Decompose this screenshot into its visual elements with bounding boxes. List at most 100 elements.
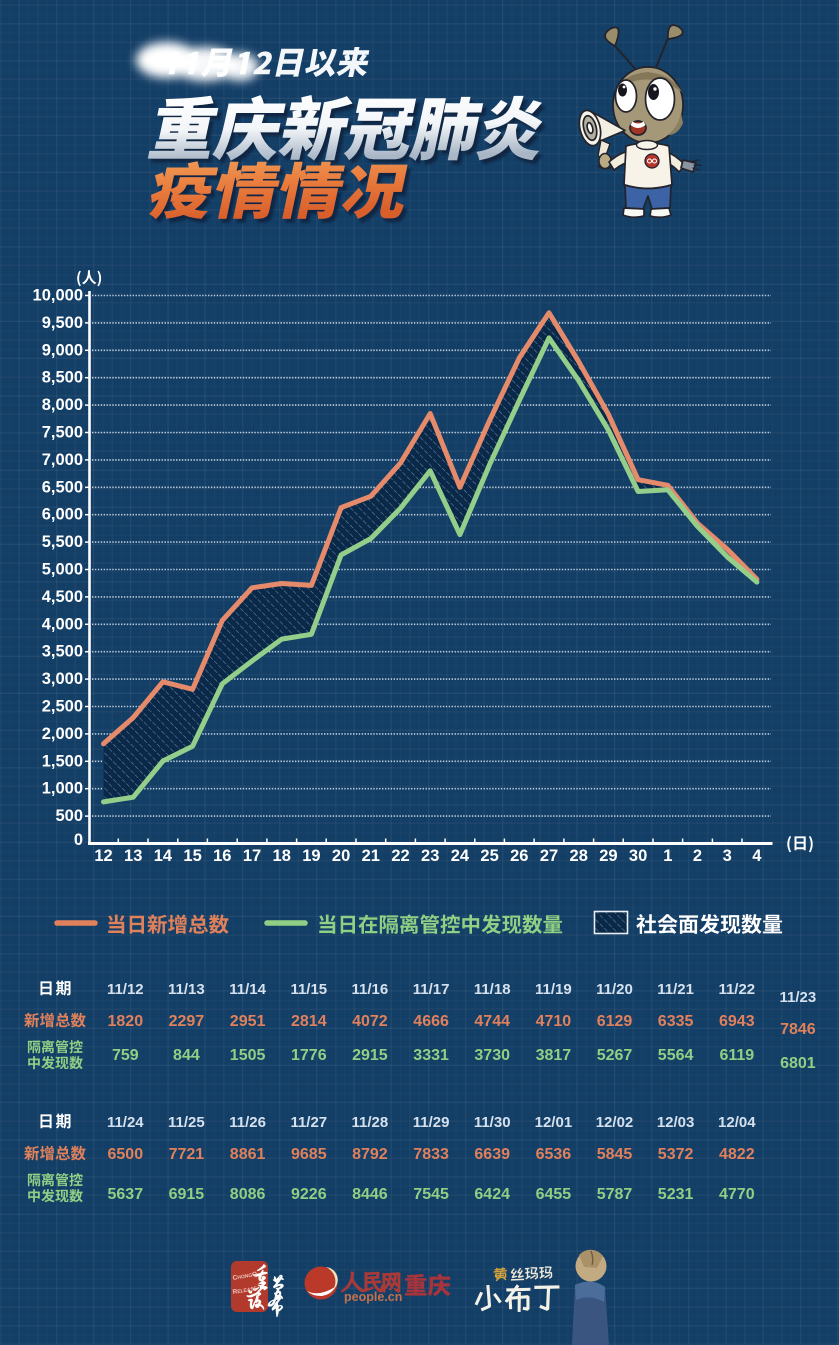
svg-text:11/29: 11/29 bbox=[413, 1114, 450, 1131]
svg-text:7833: 7833 bbox=[413, 1146, 449, 1163]
svg-text:1,500: 1,500 bbox=[42, 752, 83, 770]
svg-text:11/16: 11/16 bbox=[352, 981, 389, 998]
svg-text:22: 22 bbox=[391, 847, 409, 865]
svg-text:8861: 8861 bbox=[230, 1146, 266, 1163]
svg-text:759: 759 bbox=[112, 1047, 139, 1064]
svg-text:11/21: 11/21 bbox=[657, 981, 694, 998]
svg-text:27: 27 bbox=[540, 847, 558, 865]
svg-text:28: 28 bbox=[570, 847, 588, 865]
svg-text:26: 26 bbox=[510, 847, 528, 865]
svg-text:6424: 6424 bbox=[474, 1186, 510, 1203]
svg-text:5,000: 5,000 bbox=[42, 561, 83, 579]
svg-text:RELEASE: RELEASE bbox=[232, 1285, 258, 1296]
svg-text:21: 21 bbox=[362, 847, 380, 865]
svg-text:8,000: 8,000 bbox=[42, 396, 83, 414]
svg-text:11/23: 11/23 bbox=[780, 989, 817, 1006]
svg-text:4744: 4744 bbox=[474, 1013, 510, 1030]
svg-text:5231: 5231 bbox=[658, 1186, 694, 1203]
svg-text:19: 19 bbox=[302, 847, 320, 865]
svg-text:6536: 6536 bbox=[536, 1146, 572, 1163]
svg-text:1505: 1505 bbox=[230, 1047, 266, 1064]
svg-text:7,000: 7,000 bbox=[42, 451, 83, 469]
svg-text:5564: 5564 bbox=[658, 1047, 694, 1064]
svg-text:4072: 4072 bbox=[352, 1013, 388, 1030]
svg-text:15: 15 bbox=[183, 847, 201, 865]
svg-text:12/02: 12/02 bbox=[596, 1114, 634, 1131]
svg-text:6943: 6943 bbox=[719, 1013, 755, 1030]
svg-text:10,000: 10,000 bbox=[33, 287, 83, 305]
svg-text:11/13: 11/13 bbox=[168, 981, 205, 998]
svg-text:8792: 8792 bbox=[352, 1146, 388, 1163]
svg-text:3,000: 3,000 bbox=[42, 670, 83, 688]
svg-text:2: 2 bbox=[693, 847, 702, 865]
svg-text:5372: 5372 bbox=[658, 1146, 694, 1163]
svg-text:18: 18 bbox=[273, 847, 291, 865]
svg-text:4666: 4666 bbox=[413, 1013, 449, 1030]
svg-text:4,000: 4,000 bbox=[42, 615, 83, 633]
svg-text:14: 14 bbox=[154, 847, 173, 865]
svg-text:6639: 6639 bbox=[474, 1146, 510, 1163]
svg-text:7721: 7721 bbox=[169, 1146, 205, 1163]
svg-text:29: 29 bbox=[599, 847, 617, 865]
svg-text:11/12: 11/12 bbox=[107, 981, 144, 998]
svg-text:30: 30 bbox=[629, 847, 647, 865]
svg-text:4: 4 bbox=[752, 847, 762, 865]
svg-text:1: 1 bbox=[663, 847, 672, 865]
svg-text:6500: 6500 bbox=[108, 1146, 144, 1163]
svg-text:6801: 6801 bbox=[780, 1055, 816, 1072]
svg-text:8,500: 8,500 bbox=[42, 369, 83, 387]
svg-text:6915: 6915 bbox=[169, 1186, 205, 1203]
svg-text:2,500: 2,500 bbox=[42, 698, 83, 716]
svg-text:5845: 5845 bbox=[597, 1146, 633, 1163]
svg-text:3817: 3817 bbox=[536, 1047, 572, 1064]
svg-text:6455: 6455 bbox=[536, 1186, 572, 1203]
svg-text:4770: 4770 bbox=[719, 1186, 755, 1203]
svg-text:11/27: 11/27 bbox=[290, 1114, 327, 1131]
svg-text:16: 16 bbox=[213, 847, 231, 865]
svg-text:6129: 6129 bbox=[597, 1013, 633, 1030]
svg-text:2297: 2297 bbox=[169, 1013, 205, 1030]
svg-text:9,500: 9,500 bbox=[42, 314, 83, 332]
svg-text:4,500: 4,500 bbox=[42, 588, 83, 606]
svg-text:7846: 7846 bbox=[780, 1021, 816, 1038]
svg-text:11/26: 11/26 bbox=[229, 1114, 266, 1131]
svg-text:5267: 5267 bbox=[597, 1047, 633, 1064]
svg-text:12/01: 12/01 bbox=[535, 1114, 573, 1131]
svg-text:11/19: 11/19 bbox=[535, 981, 572, 998]
svg-text:0: 0 bbox=[74, 831, 83, 849]
svg-text:7,500: 7,500 bbox=[42, 424, 83, 442]
svg-text:4822: 4822 bbox=[719, 1146, 755, 1163]
svg-text:11/15: 11/15 bbox=[290, 981, 327, 998]
svg-text:12: 12 bbox=[94, 847, 112, 865]
svg-text:6,000: 6,000 bbox=[42, 506, 83, 524]
svg-text:1,000: 1,000 bbox=[42, 780, 83, 798]
svg-text:9685: 9685 bbox=[291, 1146, 327, 1163]
svg-text:11/14: 11/14 bbox=[229, 981, 266, 998]
svg-text:7545: 7545 bbox=[413, 1186, 449, 1203]
svg-text:24: 24 bbox=[451, 847, 470, 865]
svg-text:500: 500 bbox=[55, 807, 83, 825]
svg-text:11/30: 11/30 bbox=[474, 1114, 511, 1131]
svg-text:12/03: 12/03 bbox=[657, 1114, 695, 1131]
svg-text:3730: 3730 bbox=[474, 1047, 510, 1064]
svg-text:13: 13 bbox=[124, 847, 142, 865]
svg-text:8446: 8446 bbox=[352, 1186, 388, 1203]
svg-text:25: 25 bbox=[480, 847, 498, 865]
svg-text:CHONGQ: CHONGQ bbox=[232, 1271, 258, 1282]
svg-text:3,500: 3,500 bbox=[42, 643, 83, 661]
svg-text:3331: 3331 bbox=[413, 1047, 449, 1064]
svg-text:11/17: 11/17 bbox=[413, 981, 450, 998]
svg-text:11/28: 11/28 bbox=[352, 1114, 389, 1131]
svg-text:6335: 6335 bbox=[658, 1013, 694, 1030]
svg-text:2814: 2814 bbox=[291, 1013, 327, 1030]
svg-text:1776: 1776 bbox=[291, 1047, 327, 1064]
svg-text:3: 3 bbox=[723, 847, 732, 865]
svg-text:23: 23 bbox=[421, 847, 439, 865]
svg-text:17: 17 bbox=[243, 847, 261, 865]
svg-text:2,000: 2,000 bbox=[42, 725, 83, 743]
svg-text:5787: 5787 bbox=[597, 1186, 633, 1203]
svg-text:11/22: 11/22 bbox=[718, 981, 755, 998]
svg-text:6119: 6119 bbox=[719, 1047, 754, 1064]
svg-text:1820: 1820 bbox=[108, 1013, 144, 1030]
svg-text:2951: 2951 bbox=[230, 1013, 266, 1030]
